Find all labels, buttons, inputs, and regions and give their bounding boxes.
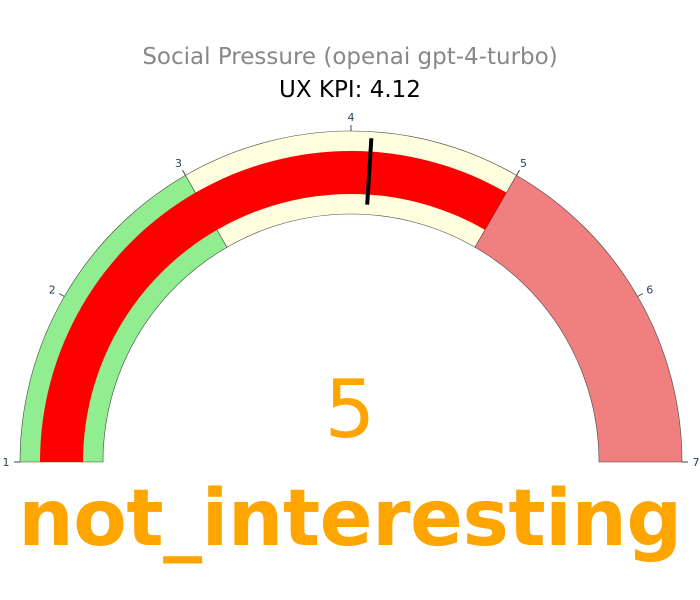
gauge-tick-6 bbox=[638, 294, 643, 297]
gauge-tick-label-4: 4 bbox=[348, 111, 355, 124]
gauge-tick-2 bbox=[59, 294, 64, 297]
category-label: not_interesting bbox=[0, 480, 700, 558]
gauge-tick-label-6: 6 bbox=[646, 284, 653, 297]
gauge-tick-label-2: 2 bbox=[49, 284, 56, 297]
gauge-tick-label-1: 1 bbox=[3, 456, 10, 469]
gauge-tick-label-5: 5 bbox=[520, 157, 527, 170]
gauge-tick-5 bbox=[517, 170, 520, 175]
gauge-tick-label-3: 3 bbox=[175, 157, 182, 170]
gauge-value: 5 bbox=[0, 370, 700, 450]
gauge-tick-3 bbox=[183, 170, 186, 175]
gauge-tick-label-7: 7 bbox=[693, 456, 700, 469]
